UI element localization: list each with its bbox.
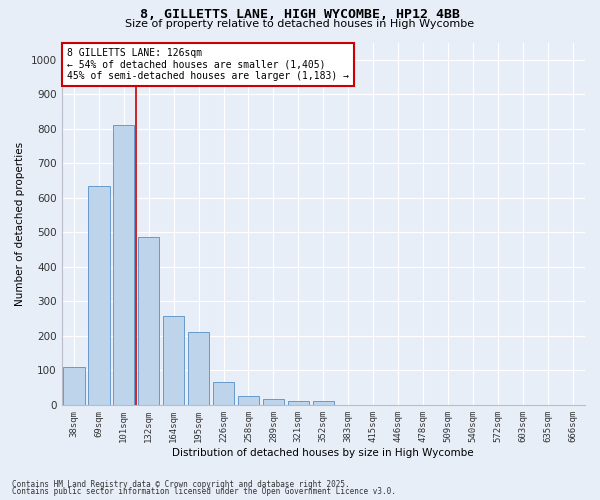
X-axis label: Distribution of detached houses by size in High Wycombe: Distribution of detached houses by size …	[172, 448, 474, 458]
Bar	[313, 402, 334, 405]
Text: 8, GILLETTS LANE, HIGH WYCOMBE, HP12 4BB: 8, GILLETTS LANE, HIGH WYCOMBE, HP12 4BB	[140, 8, 460, 20]
Bar	[188, 332, 209, 405]
Bar	[64, 367, 85, 405]
Text: Size of property relative to detached houses in High Wycombe: Size of property relative to detached ho…	[125, 19, 475, 29]
Bar	[288, 400, 309, 405]
Text: 8 GILLETTS LANE: 126sqm
← 54% of detached houses are smaller (1,405)
45% of semi: 8 GILLETTS LANE: 126sqm ← 54% of detache…	[67, 48, 349, 81]
Bar	[263, 399, 284, 405]
Bar	[163, 316, 184, 405]
Bar	[88, 186, 110, 405]
Bar	[238, 396, 259, 405]
Text: Contains public sector information licensed under the Open Government Licence v3: Contains public sector information licen…	[12, 487, 396, 496]
Bar	[113, 126, 134, 405]
Bar	[138, 238, 160, 405]
Bar	[213, 382, 234, 405]
Text: Contains HM Land Registry data © Crown copyright and database right 2025.: Contains HM Land Registry data © Crown c…	[12, 480, 350, 489]
Y-axis label: Number of detached properties: Number of detached properties	[15, 142, 25, 306]
